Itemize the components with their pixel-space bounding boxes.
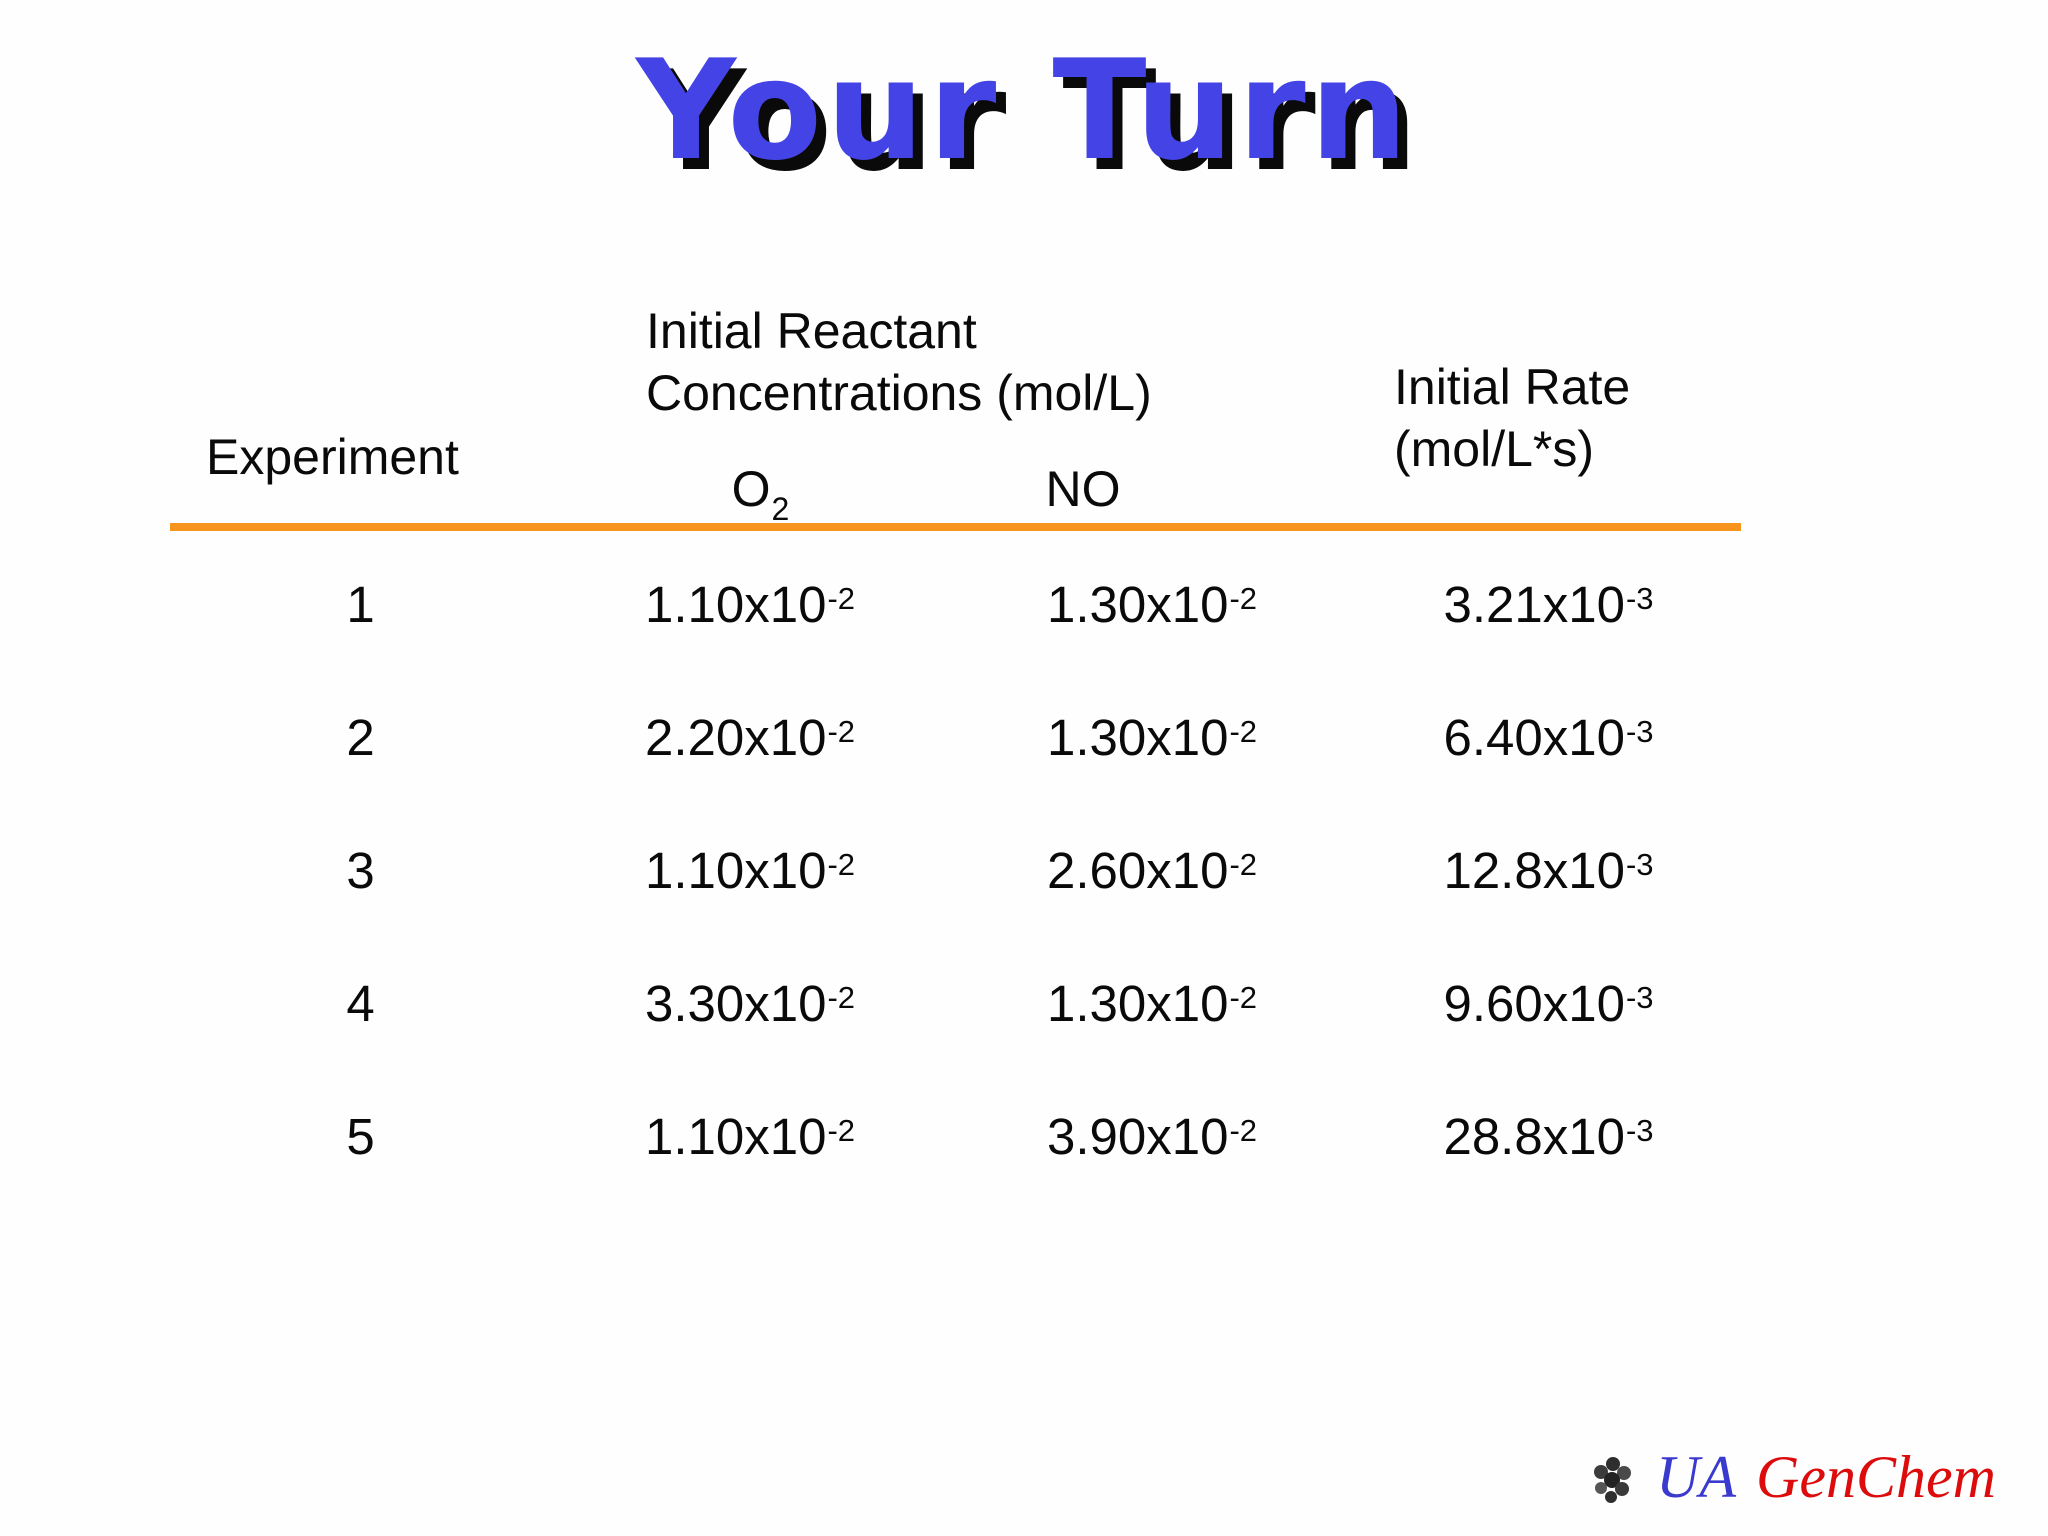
value-base: 28.8x10 [1443,1108,1625,1165]
o2-concentration: 2.20x10 -2 [644,709,856,766]
experiment-number: 3 [346,842,375,899]
initial-rate: 12.8x10 -3 [1443,842,1654,899]
value-base: 1.10x10 [644,576,827,633]
column-group-header-concentrations: Initial Reactant Concentrations (mol/L) [646,300,1286,424]
value-base: 9.60x10 [1443,975,1625,1032]
footer-brand: UA GenChem [1590,1443,1996,1512]
value-base: 3.90x10 [1046,1108,1229,1165]
data-table: 1 1.10x10 -2 1.30x10 -2 3.21x10 -3 2 2.20x1… [170,538,1741,1203]
initial-rate: 28.8x10 -3 [1443,1108,1654,1165]
group-header-line2: Concentrations (mol/L) [646,365,1152,421]
no-concentration: 3.90x10 -2 [1046,1108,1258,1165]
value-base: 1.10x10 [644,1108,827,1165]
value-base: 3.30x10 [644,975,827,1032]
value-base: 6.40x10 [1443,709,1625,766]
ua-logo-text: UA [1656,1444,1737,1510]
o2-symbol: O [731,461,771,517]
slide-title: Your Turn [636,30,1412,191]
o2-subscript: 2 [771,491,790,527]
o2-concentration: 3.30x10 -2 [644,975,856,1032]
initial-rate: 3.21x10 -3 [1443,576,1654,633]
experiment-number: 1 [346,576,375,633]
column-header-o2: O2 [695,458,825,527]
o2-concentration: 1.10x10 -2 [644,842,856,899]
value-base: 1.30x10 [1046,975,1229,1032]
value-base: 2.20x10 [644,709,827,766]
molecule-icon [1594,1456,1632,1503]
value-base: 12.8x10 [1443,842,1625,899]
column-header-no: NO [1045,461,1121,517]
column-header-initial-rate: Initial Rate (mol/L*s) [1394,356,1814,480]
rate-header-line2: (mol/L*s) [1394,421,1595,477]
no-concentration: 2.60x10 -2 [1046,842,1258,899]
no-concentration: 1.30x10 -2 [1046,576,1258,633]
value-base: 3.21x10 [1443,576,1625,633]
header-divider-rule [170,523,1741,531]
o2-concentration: 1.10x10 -2 [644,1108,856,1165]
value-base: 1.30x10 [1046,709,1229,766]
no-concentration: 1.30x10 -2 [1046,709,1258,766]
value-base: 1.30x10 [1046,576,1229,633]
experiment-number: 5 [346,1108,375,1165]
value-base: 2.60x10 [1046,842,1229,899]
initial-rate: 6.40x10 -3 [1443,709,1654,766]
experiment-number: 2 [346,709,375,766]
column-header-experiment: Experiment [206,429,459,485]
rate-header-line1: Initial Rate [1394,359,1631,415]
group-header-line1: Initial Reactant [646,303,977,359]
initial-rate: 9.60x10 -3 [1443,975,1654,1032]
value-base: 1.10x10 [644,842,827,899]
experiment-number: 4 [346,975,375,1032]
genchem-logo-text: GenChem [1756,1444,1996,1510]
no-concentration: 1.30x10 -2 [1046,975,1258,1032]
o2-concentration: 1.10x10 -2 [644,576,856,633]
